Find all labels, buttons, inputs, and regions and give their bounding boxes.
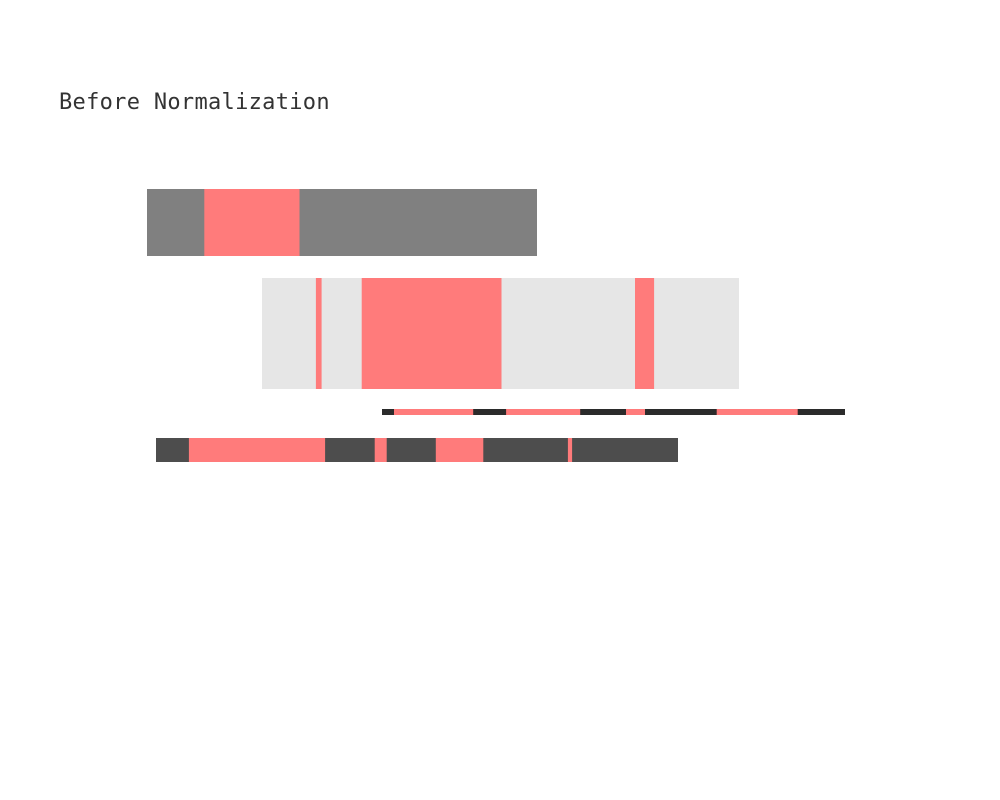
track-3-segment-4 bbox=[716, 409, 798, 415]
track-1-segment-2 bbox=[250, 189, 263, 256]
track-3-segment-3 bbox=[626, 409, 645, 415]
track-4-segment-4 bbox=[567, 438, 573, 462]
track-4-segment-3 bbox=[435, 438, 484, 462]
track-4-segment-2 bbox=[374, 438, 387, 462]
track-2-segment-1 bbox=[315, 278, 322, 389]
track-4-segment-1 bbox=[188, 438, 326, 462]
track-2-segment-3 bbox=[635, 278, 655, 389]
track-2-segment-2 bbox=[361, 278, 502, 389]
track-3-segment-1 bbox=[394, 409, 474, 415]
track-3-segment-2 bbox=[506, 409, 581, 415]
page-title: Before Normalization bbox=[59, 90, 330, 115]
track-3-bar bbox=[382, 409, 845, 415]
